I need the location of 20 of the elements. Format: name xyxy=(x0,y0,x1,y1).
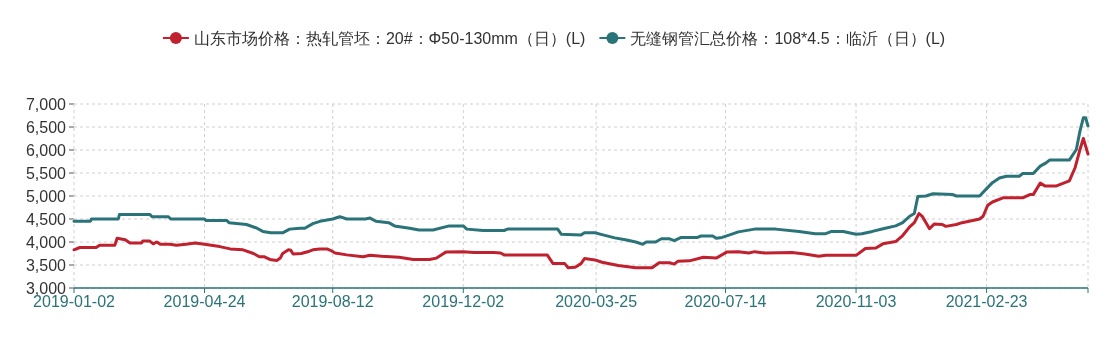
y-tick-label: 3,000 xyxy=(25,280,67,297)
y-tick-label: 7,000 xyxy=(25,96,67,113)
line-series xyxy=(72,137,1090,270)
x-tick-label: 2019-08-12 xyxy=(291,293,374,310)
y-tick-label: 3,500 xyxy=(25,257,67,274)
legend-label: 无缝钢管汇总价格：108*4.5：临沂（日）(L) xyxy=(630,30,946,47)
x-tick-label: 2020-11-03 xyxy=(815,293,897,310)
line-series xyxy=(72,116,1090,246)
y-tick-label: 5,000 xyxy=(25,188,67,205)
y-tick-label: 4,000 xyxy=(25,234,67,251)
x-tick-label: 2019-04-24 xyxy=(163,293,246,310)
x-tick-label: 2021-02-23 xyxy=(945,293,1028,310)
y-tick-label: 6,000 xyxy=(25,142,67,159)
x-tick-label: 2020-03-25 xyxy=(555,293,638,310)
x-tick-label: 2020-07-14 xyxy=(684,293,767,310)
legend-label: 山东市场价格：热轧管坯：20#：Φ50-130mm（日）(L) xyxy=(193,30,586,47)
y-tick-label: 4,500 xyxy=(25,211,67,228)
y-tick-label: 6,500 xyxy=(25,119,67,136)
x-tick-label: 2019-12-02 xyxy=(422,293,505,310)
y-tick-label: 5,500 xyxy=(25,165,67,182)
